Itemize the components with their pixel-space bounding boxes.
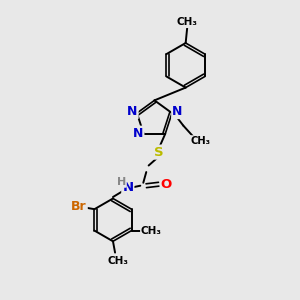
- Text: CH₃: CH₃: [177, 17, 198, 27]
- Text: CH₃: CH₃: [141, 226, 162, 236]
- Text: H: H: [117, 177, 126, 187]
- Text: CH₃: CH₃: [107, 256, 128, 266]
- Text: N: N: [127, 105, 138, 118]
- Text: CH₃: CH₃: [190, 136, 211, 146]
- Text: N: N: [122, 181, 134, 194]
- Text: O: O: [161, 178, 172, 191]
- Text: N: N: [172, 105, 182, 118]
- Text: N: N: [133, 127, 143, 140]
- Text: Br: Br: [71, 200, 87, 213]
- Text: S: S: [154, 146, 164, 159]
